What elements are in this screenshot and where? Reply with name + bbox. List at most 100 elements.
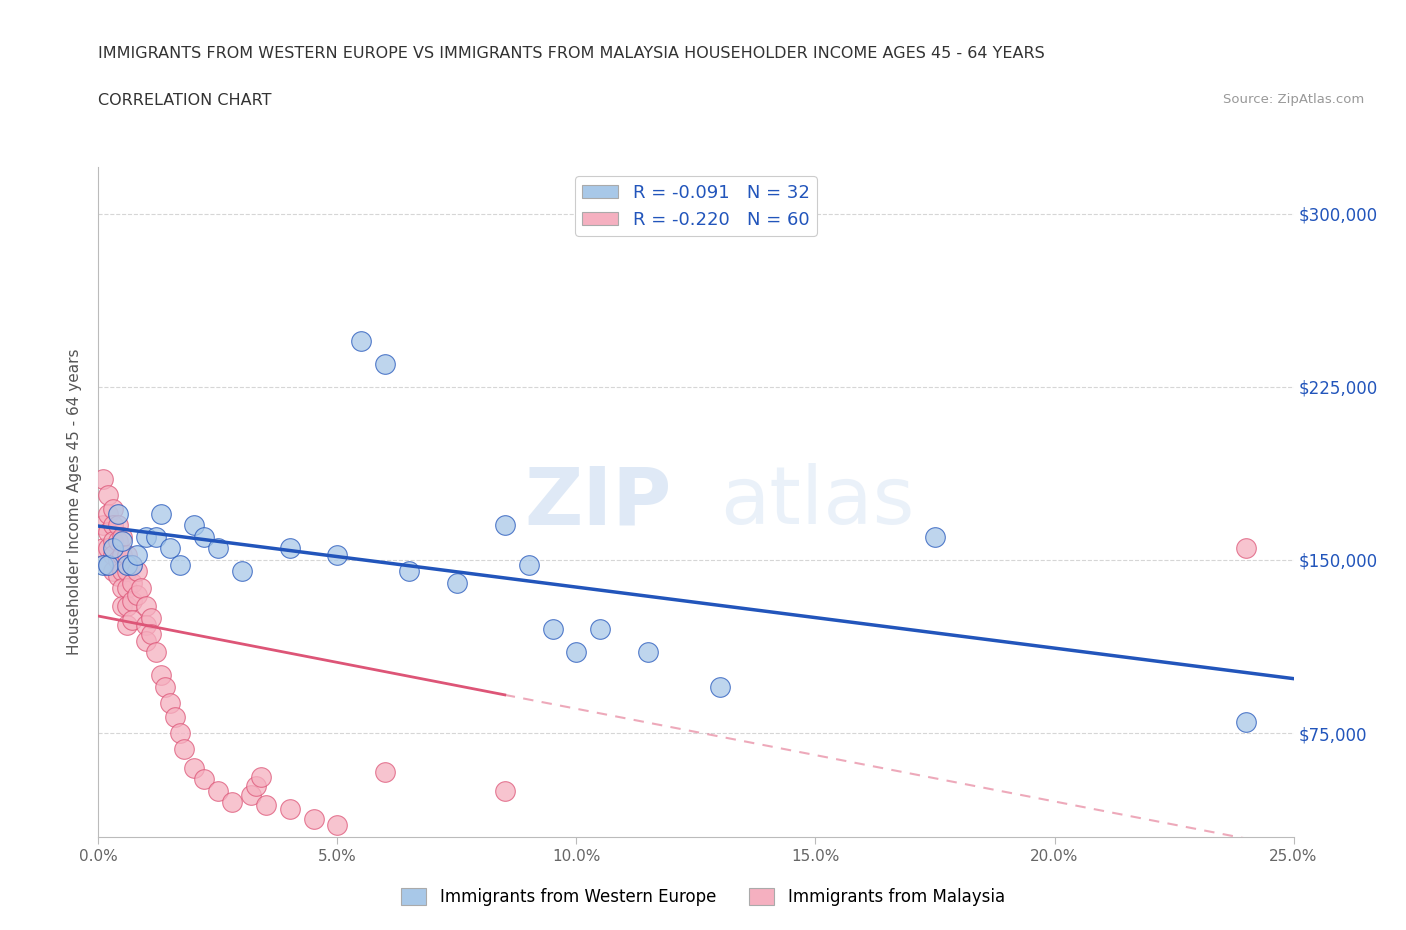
Point <box>101 541 124 556</box>
Point <box>173 742 195 757</box>
Text: ZIP: ZIP <box>524 463 672 541</box>
Point <box>97 557 120 572</box>
Point <box>350 333 373 348</box>
Point <box>221 795 243 810</box>
Point <box>111 548 134 563</box>
Point <box>111 564 134 578</box>
Point <box>278 802 301 817</box>
Point <box>589 622 612 637</box>
Point <box>135 529 157 544</box>
Point <box>111 529 134 544</box>
Point <box>125 587 148 602</box>
Point <box>326 818 349 833</box>
Point <box>183 761 205 776</box>
Point <box>231 564 253 578</box>
Point <box>924 529 946 544</box>
Point <box>97 488 120 503</box>
Point <box>159 541 181 556</box>
Point <box>207 783 229 798</box>
Point <box>278 541 301 556</box>
Point <box>115 548 138 563</box>
Point <box>101 548 124 563</box>
Point <box>169 725 191 740</box>
Point <box>115 618 138 632</box>
Text: IMMIGRANTS FROM WESTERN EUROPE VS IMMIGRANTS FROM MALAYSIA HOUSEHOLDER INCOME AG: IMMIGRANTS FROM WESTERN EUROPE VS IMMIGR… <box>98 46 1045 61</box>
Point <box>183 518 205 533</box>
Point <box>101 534 124 549</box>
Point <box>97 506 120 521</box>
Point <box>240 788 263 803</box>
Point <box>494 783 516 798</box>
Text: CORRELATION CHART: CORRELATION CHART <box>98 93 271 108</box>
Point <box>91 541 114 556</box>
Point <box>446 576 468 591</box>
Point <box>115 599 138 614</box>
Point <box>494 518 516 533</box>
Point <box>254 797 277 812</box>
Point <box>101 564 124 578</box>
Point <box>149 506 172 521</box>
Point <box>125 548 148 563</box>
Point <box>97 541 120 556</box>
Point <box>107 534 129 549</box>
Point <box>139 627 162 642</box>
Point <box>111 534 134 549</box>
Point <box>121 613 143 628</box>
Point <box>111 580 134 595</box>
Point <box>97 525 120 539</box>
Legend: Immigrants from Western Europe, Immigrants from Malaysia: Immigrants from Western Europe, Immigran… <box>395 881 1011 912</box>
Point <box>101 501 124 516</box>
Point <box>139 610 162 625</box>
Point <box>302 811 325 826</box>
Point <box>541 622 564 637</box>
Point <box>517 557 540 572</box>
Point <box>637 644 659 659</box>
Point <box>97 557 120 572</box>
Point <box>115 580 138 595</box>
Point <box>115 557 138 572</box>
Text: atlas: atlas <box>720 463 914 541</box>
Text: Source: ZipAtlas.com: Source: ZipAtlas.com <box>1223 93 1364 106</box>
Point <box>565 644 588 659</box>
Point <box>155 680 177 695</box>
Point <box>159 696 181 711</box>
Point <box>135 633 157 648</box>
Point <box>115 564 138 578</box>
Point <box>145 644 167 659</box>
Point <box>145 529 167 544</box>
Point <box>193 772 215 787</box>
Point <box>91 518 114 533</box>
Point <box>149 668 172 683</box>
Point <box>374 356 396 371</box>
Point <box>107 568 129 583</box>
Point <box>101 518 124 533</box>
Point <box>135 618 157 632</box>
Point <box>207 541 229 556</box>
Y-axis label: Householder Income Ages 45 - 64 years: Householder Income Ages 45 - 64 years <box>67 349 83 656</box>
Point <box>374 764 396 779</box>
Point <box>121 557 143 572</box>
Point <box>107 552 129 567</box>
Point <box>326 548 349 563</box>
Point <box>193 529 215 544</box>
Point <box>398 564 420 578</box>
Point <box>121 594 143 609</box>
Point <box>163 710 186 724</box>
Point <box>1234 714 1257 729</box>
Point <box>121 576 143 591</box>
Point <box>125 564 148 578</box>
Point <box>135 599 157 614</box>
Point <box>131 580 153 595</box>
Point <box>169 557 191 572</box>
Point <box>709 680 731 695</box>
Point <box>121 557 143 572</box>
Legend: R = -0.091   N = 32, R = -0.220   N = 60: R = -0.091 N = 32, R = -0.220 N = 60 <box>575 177 817 236</box>
Point <box>250 769 273 784</box>
Point <box>91 472 114 486</box>
Point <box>111 599 134 614</box>
Point <box>91 557 114 572</box>
Point <box>107 518 129 533</box>
Point <box>107 506 129 521</box>
Point <box>245 778 267 793</box>
Point <box>1234 541 1257 556</box>
